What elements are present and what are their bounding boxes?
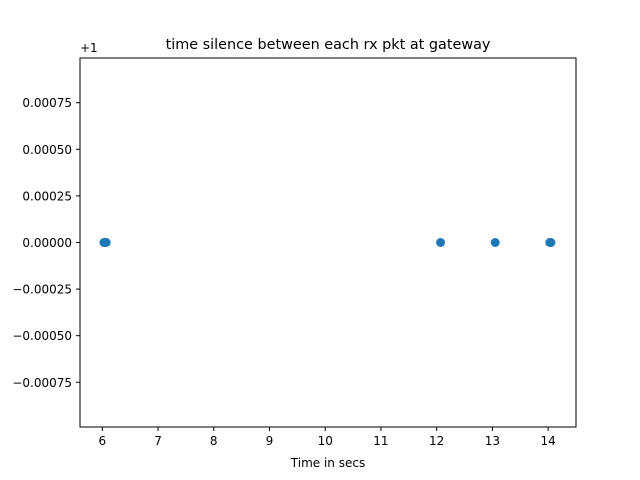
data-points [99,238,556,247]
y-tick-label: −0.00075 [12,376,72,390]
y-tick-label: 0.00075 [22,96,72,110]
data-point [546,238,556,247]
y-offset-label: +1 [80,41,98,55]
y-tick-label: 0.00050 [22,143,72,157]
y-tick-label: −0.00025 [12,283,72,297]
x-tick-label: 12 [429,434,444,448]
data-point [490,238,500,247]
y-tick-label: −0.00050 [12,329,72,343]
y-tick-label: 0.00000 [22,236,72,250]
axis-ticks: 6 7 8 9 10 11 12 13 14 0.00075 0.00050 0.00025 0.000… [12,96,555,448]
x-tick-label: 13 [485,434,500,448]
data-point [436,238,446,247]
x-tick-label: 10 [318,434,333,448]
chart-title: time silence between each rx pkt at gate… [166,37,491,53]
data-point [101,238,111,247]
x-tick-label: 7 [154,434,162,448]
x-tick-label: 14 [540,434,555,448]
x-tick-label: 9 [266,434,274,448]
x-tick-label: 11 [373,434,388,448]
x-tick-label: 6 [98,434,106,448]
plot-area-frame [79,57,577,428]
y-tick-label: 0.00025 [22,189,72,203]
x-axis-label: Time in secs [290,456,365,470]
x-tick-label: 8 [210,434,218,448]
